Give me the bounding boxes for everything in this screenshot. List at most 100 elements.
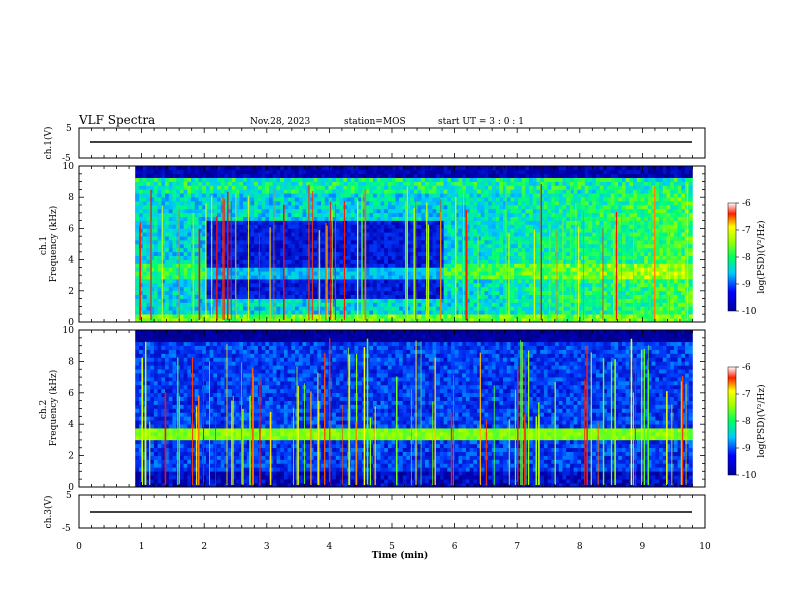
spectrogram-cell <box>517 267 522 272</box>
spectrogram-cell <box>298 294 303 299</box>
spectrogram-cell <box>217 197 222 202</box>
spectrogram-cell <box>309 318 314 323</box>
spectrogram-cell <box>421 185 426 190</box>
spectrogram-cell <box>465 251 470 256</box>
spectrogram-cell <box>417 232 422 237</box>
spectrogram-cell <box>347 205 352 210</box>
spectrogram-cell <box>477 169 482 175</box>
spectrogram-cell <box>551 283 556 288</box>
spectrogram-cell <box>157 236 162 241</box>
spectrogram-cell <box>536 314 541 319</box>
spectrogram-cell <box>354 208 359 214</box>
spectrogram-cell <box>447 275 452 280</box>
spectrogram-cell <box>521 255 526 260</box>
spectrogram-cell <box>503 298 508 303</box>
spectrogram-cell <box>592 310 597 315</box>
spectrogram-cell <box>306 208 311 214</box>
spectrogram-cell <box>395 298 400 303</box>
spectrogram-cell <box>558 244 563 249</box>
spectrogram-cell <box>231 290 236 295</box>
spectrogram-cell <box>250 318 255 323</box>
spectrogram-cell <box>439 205 444 210</box>
spectrogram-cell <box>380 177 385 182</box>
spectrogram-cell <box>384 205 389 210</box>
spectrogram-cell <box>380 224 385 229</box>
spectrogram-cell <box>488 201 493 206</box>
spectrogram-cell <box>343 255 348 260</box>
spectrogram-cell <box>402 173 407 178</box>
spectrogram-cell <box>291 275 296 280</box>
spectrogram-cell <box>421 251 426 256</box>
spectrogram-cell <box>139 286 144 292</box>
spectrogram-cell <box>566 302 571 307</box>
spectrogram-cell <box>551 298 556 303</box>
spectrogram-cell <box>231 189 236 194</box>
spectrogram-cell <box>269 169 274 175</box>
spectrogram-cell <box>306 181 311 186</box>
spectrogram-cell <box>510 224 515 229</box>
spectrogram-cell <box>276 212 281 217</box>
spectrogram-cell <box>540 294 545 299</box>
spectrogram-cell <box>566 271 571 276</box>
spectrogram-cell <box>439 228 444 233</box>
spectrogram-cell <box>161 314 166 319</box>
spectrogram-cell <box>562 169 567 175</box>
spectrogram-cell <box>451 244 456 249</box>
spectrogram-cell <box>521 290 526 295</box>
spectrogram-cell <box>350 306 355 311</box>
spectrogram-cell <box>395 173 400 178</box>
spectrogram-cell <box>569 306 574 311</box>
spectrogram-cell <box>194 189 199 194</box>
spectrogram-cell <box>168 247 173 253</box>
spectrogram-cell <box>584 169 589 175</box>
spectrogram-cell <box>231 212 236 217</box>
spectrogram-cell <box>224 173 229 178</box>
spectrogram-cell <box>165 275 170 280</box>
spectrogram-cell <box>194 283 199 288</box>
spectrogram-cell <box>421 267 426 272</box>
spectrogram-cell <box>183 208 188 214</box>
spectrogram-cell <box>399 201 404 206</box>
spectrogram-cell <box>540 267 545 272</box>
spectrogram-cell <box>176 263 181 268</box>
spectrogram-cell <box>514 294 519 299</box>
spectrogram-cell <box>321 318 326 323</box>
spectrogram-cell <box>473 275 478 280</box>
spectrogram-cell <box>231 173 236 178</box>
spectrogram-cell <box>380 173 385 178</box>
spectrogram-cell <box>447 189 452 194</box>
spectrogram-cell <box>139 224 144 229</box>
spectrogram-cell <box>373 318 378 323</box>
spectrogram-cell <box>376 216 381 221</box>
spectrogram-cell <box>410 318 415 323</box>
spectrogram-cell <box>272 197 277 202</box>
spectrogram-cell <box>354 267 359 272</box>
spectrogram-cell <box>532 318 537 323</box>
spectrogram-cell <box>183 201 188 206</box>
spectrogram-cell <box>462 216 467 221</box>
spectrogram-cell <box>410 166 415 171</box>
spectrogram-cell <box>165 224 170 229</box>
spectrogram-cell <box>153 251 158 256</box>
spectrogram-cell <box>231 275 236 280</box>
spectrogram-cell <box>469 224 474 229</box>
spectrogram-cell <box>529 224 534 229</box>
spectrogram-cell <box>179 290 184 295</box>
spectrogram-cell <box>532 193 537 198</box>
spectrogram-cell <box>328 173 333 178</box>
spectrogram-cell <box>514 302 519 307</box>
spectrogram-cell <box>569 290 574 295</box>
spectrogram-cell <box>380 290 385 295</box>
spectrogram-cell <box>261 251 266 256</box>
spectrogram-cell <box>339 208 344 214</box>
spectrogram-cell <box>157 224 162 229</box>
spectrogram-cell <box>235 228 240 233</box>
spectrogram-cell <box>287 169 292 175</box>
spectrogram-cell <box>384 310 389 315</box>
spectrogram-cell <box>410 232 415 237</box>
spectrogram-cell <box>254 310 259 315</box>
spectrogram-cell <box>395 208 400 214</box>
spectrogram-cell <box>254 177 259 182</box>
spectrogram-cell <box>257 251 262 256</box>
spectrogram-cell <box>521 185 526 190</box>
